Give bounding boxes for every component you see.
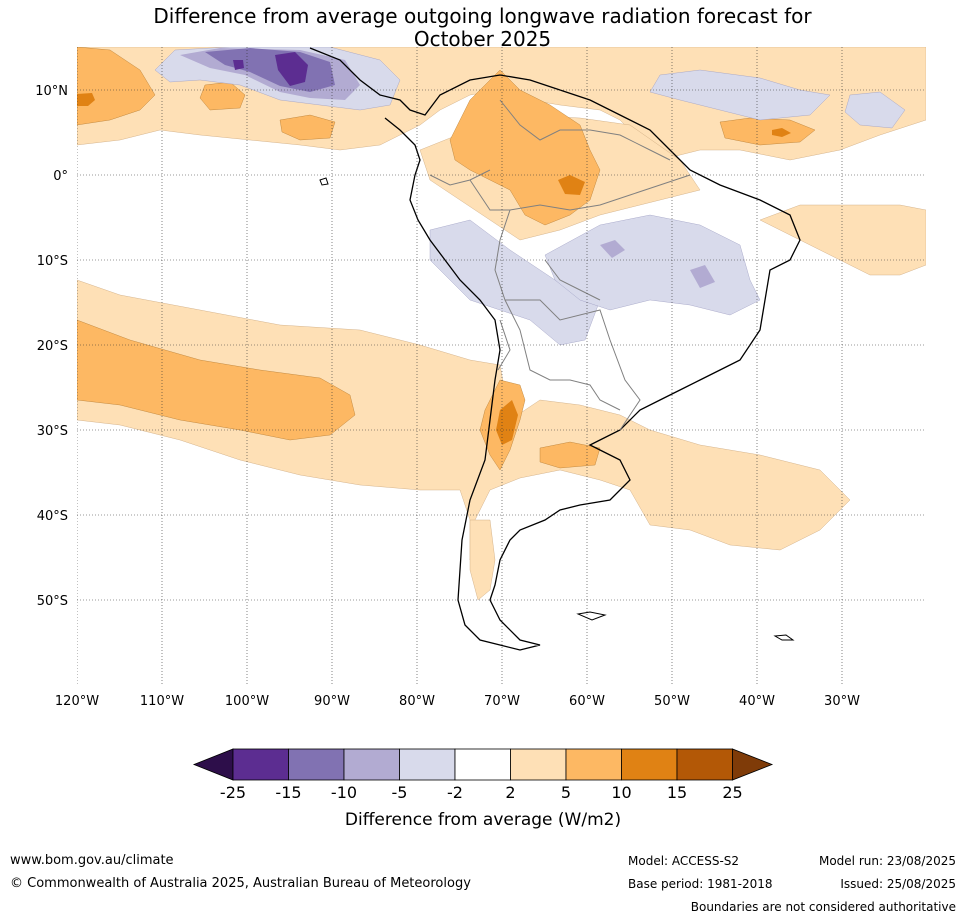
lat-label: 30°S — [37, 424, 68, 439]
colorbar-tick: -25 — [220, 783, 246, 802]
colorbar-label: Difference from average (W/m2) — [345, 810, 621, 830]
colorbar-tick: 10 — [611, 783, 631, 802]
colorbar-tick: 5 — [561, 783, 571, 802]
lon-label: 50°W — [654, 694, 690, 709]
colorbar-segment — [510, 748, 567, 781]
colorbar: -25 -15 -10 -5 -2 2 5 10 15 25 Differenc… — [192, 748, 774, 830]
title-line-1: Difference from average outgoing longwav… — [153, 4, 812, 28]
colorbar-tick: 15 — [667, 783, 687, 802]
lat-label: 0° — [53, 169, 68, 184]
footer-disclaimer: Boundaries are not considered authoritat… — [690, 900, 956, 914]
islands — [319, 177, 795, 641]
plot-area — [77, 47, 926, 684]
longitude-labels: 120°W 110°W 100°W 90°W 80°W 70°W 60°W 50… — [55, 694, 860, 709]
colorbar-tick: -10 — [331, 783, 357, 802]
title-line-2: October 2025 — [413, 27, 552, 51]
colorbar-tick: -15 — [275, 783, 301, 802]
map-title: Difference from average outgoing longwav… — [0, 5, 965, 51]
lon-label: 80°W — [399, 694, 435, 709]
colorbar-tick: -2 — [447, 783, 463, 802]
lat-label: 10°N — [35, 84, 68, 99]
colorbar-arrow-max — [732, 748, 774, 781]
gridlines — [77, 47, 926, 684]
lon-label: 100°W — [225, 694, 269, 709]
lon-label: 90°W — [314, 694, 350, 709]
colorbar-arrow-min — [192, 748, 234, 781]
lon-label: 110°W — [140, 694, 184, 709]
colorbar-tick: 25 — [722, 783, 742, 802]
anomaly-field-10-15 — [77, 93, 791, 445]
lat-label: 50°S — [37, 594, 68, 609]
colorbar-segment — [454, 748, 511, 781]
lon-label: 60°W — [569, 694, 605, 709]
lat-label: 20°S — [37, 339, 68, 354]
colorbar-tick: 2 — [505, 783, 515, 802]
lon-label: 30°W — [824, 694, 860, 709]
lon-label: 70°W — [484, 694, 520, 709]
lat-label: 40°S — [37, 509, 68, 524]
colorbar-segment — [621, 748, 678, 781]
south-america-coastline — [309, 47, 801, 651]
lon-label: 40°W — [739, 694, 775, 709]
colorbar-segment — [565, 748, 622, 781]
colorbar-segment — [399, 748, 456, 781]
footer-base-period: Base period: 1981-2018 — [628, 877, 773, 891]
lon-label: 120°W — [55, 694, 99, 709]
footer-website: www.bom.gov.au/climate — [10, 853, 174, 868]
footer-issued: Issued: 25/08/2025 — [840, 877, 956, 891]
footer-model: Model: ACCESS-S2 — [628, 854, 740, 868]
colorbar-segment — [232, 748, 289, 781]
latitude-labels: 10°N 0° 10°S 20°S 30°S 40°S 50°S — [35, 84, 68, 609]
country-borders — [429, 99, 691, 431]
colorbar-tick: -5 — [392, 783, 408, 802]
anomaly-field-neg15-neg25 — [233, 52, 308, 86]
footer-copyright: © Commonwealth of Australia 2025, Austra… — [10, 876, 471, 891]
colorbar-segment — [343, 748, 400, 781]
colorbar-segment — [676, 748, 733, 781]
colorbar-segment — [288, 748, 345, 781]
lat-label: 10°S — [37, 254, 68, 269]
footer-model-run: Model run: 23/08/2025 — [818, 854, 956, 868]
